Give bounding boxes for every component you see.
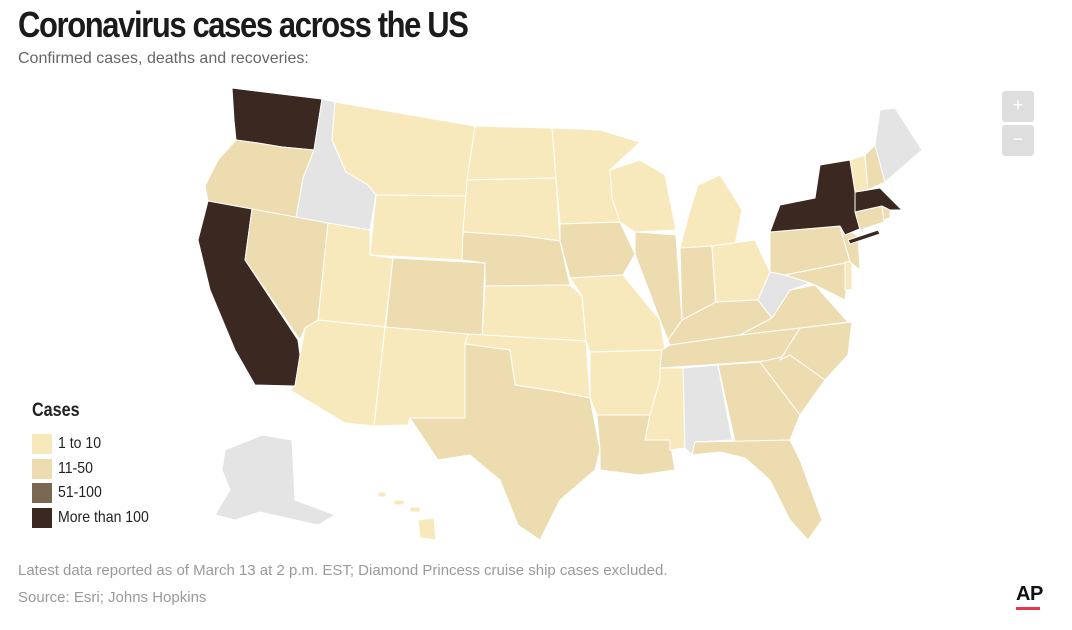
state-WY[interactable]: [369, 194, 468, 261]
legend-item: More than 100: [32, 506, 161, 531]
legend-item: 11-50: [32, 457, 161, 482]
state-AZ[interactable]: [289, 319, 386, 427]
legend-item: 1 to 10: [32, 432, 161, 457]
state-TX[interactable]: [409, 343, 601, 541]
state-HI-4[interactable]: [417, 517, 437, 541]
subtitle: Confirmed cases, deaths and recoveries:: [18, 50, 309, 67]
state-FL[interactable]: [691, 439, 823, 541]
state-NM[interactable]: [373, 326, 469, 427]
state-MI[interactable]: [679, 174, 743, 249]
state-ND[interactable]: [466, 125, 557, 181]
state-HI-1[interactable]: [377, 491, 387, 498]
state-DE[interactable]: [844, 261, 853, 291]
ap-logo-underline: [1016, 607, 1040, 610]
state-WA[interactable]: [231, 87, 323, 151]
state-NY[interactable]: [769, 159, 863, 236]
ap-logo: AP: [1016, 583, 1043, 605]
legend-label: More than 100: [58, 508, 149, 526]
legend-label: 11-50: [58, 459, 93, 477]
legend-title: Cases: [32, 400, 80, 421]
legend-label: 1 to 10: [58, 435, 102, 453]
state-GA[interactable]: [717, 361, 801, 443]
zoom-in-button[interactable]: +: [1002, 91, 1034, 122]
state-AK[interactable]: [214, 434, 336, 526]
state-CO[interactable]: [384, 257, 486, 339]
state-IA[interactable]: [559, 221, 636, 279]
state-WI[interactable]: [609, 159, 677, 233]
source-credit: Source: Esri; Johns Hopkins: [18, 589, 207, 606]
legend-swatch: [32, 507, 52, 528]
legend-swatch: [32, 434, 52, 455]
state-NJ[interactable]: [839, 225, 861, 271]
state-HI-3[interactable]: [409, 506, 421, 513]
state-MA[interactable]: [854, 187, 903, 213]
state-KS[interactable]: [481, 284, 587, 342]
legend-swatch: [32, 483, 52, 504]
state-ME[interactable]: [874, 107, 923, 183]
data-note: Latest data reported as of March 13 at 2…: [18, 562, 668, 579]
state-MD[interactable]: [784, 261, 851, 301]
legend: Cases 1 to 10 11-50 51-100 More than 100: [32, 400, 161, 530]
legend-label: 51-100: [58, 484, 102, 502]
state-SD[interactable]: [462, 177, 561, 242]
page-title: Coronavirus cases across the US: [18, 4, 469, 45]
legend-swatch: [32, 458, 52, 479]
zoom-out-button[interactable]: −: [1002, 125, 1034, 156]
state-AR[interactable]: [589, 349, 663, 416]
state-NY-long-island[interactable]: [847, 229, 881, 245]
state-HI-2[interactable]: [393, 499, 405, 506]
legend-item: 51-100: [32, 481, 161, 506]
